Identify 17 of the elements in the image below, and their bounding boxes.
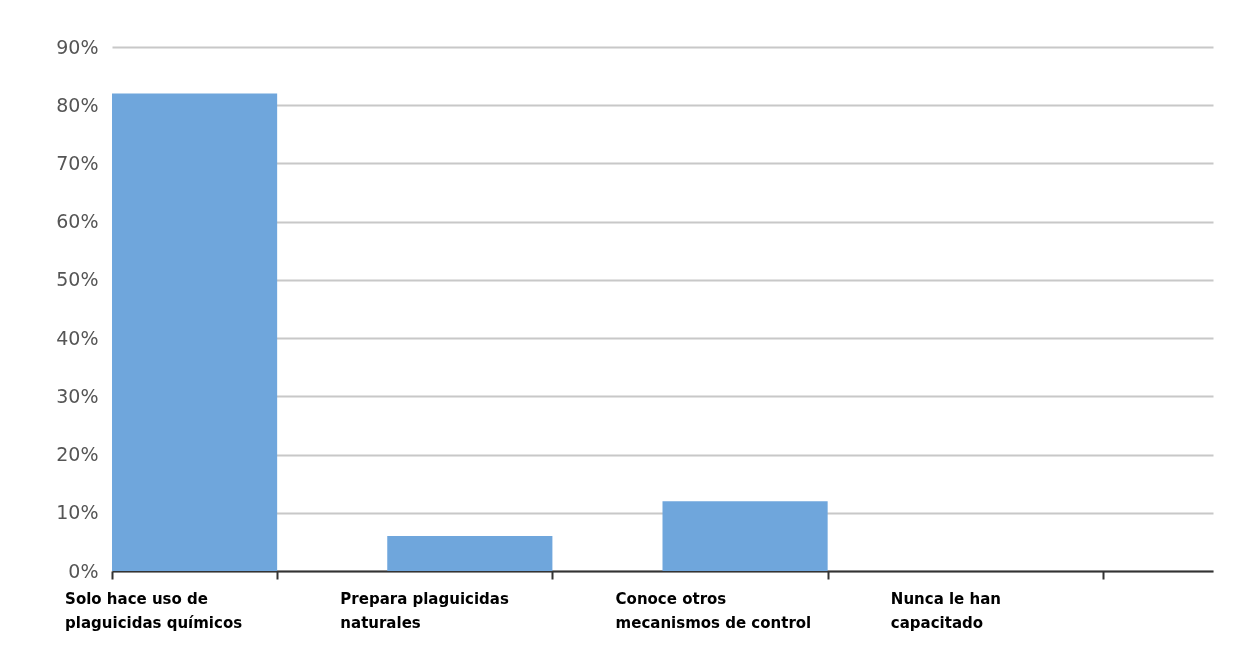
x-tick-label: Solo hace uso de plaguicidas químicos — [65, 589, 243, 632]
bar — [662, 501, 828, 571]
y-tick-label: 70% — [56, 151, 99, 174]
x-tick-label: Nunca le han capacitado — [890, 589, 1001, 632]
y-tick-label: 20% — [56, 443, 99, 466]
y-tick-label: 40% — [56, 326, 99, 349]
y-tick-label: 90% — [56, 35, 99, 58]
y-tick-label: 80% — [56, 93, 99, 116]
y-tick-label: 50% — [56, 268, 99, 291]
y-tick-label: 60% — [56, 210, 99, 233]
y-tick-label: 0% — [68, 559, 99, 582]
bar — [112, 93, 278, 571]
x-tick-label: Prepara plaguicidas naturales — [340, 589, 509, 632]
x-tick-label: Conoce otros mecanismos de control — [615, 589, 812, 632]
bar — [387, 536, 553, 571]
y-tick-label: 10% — [56, 501, 99, 524]
y-tick-label: 30% — [56, 384, 99, 407]
